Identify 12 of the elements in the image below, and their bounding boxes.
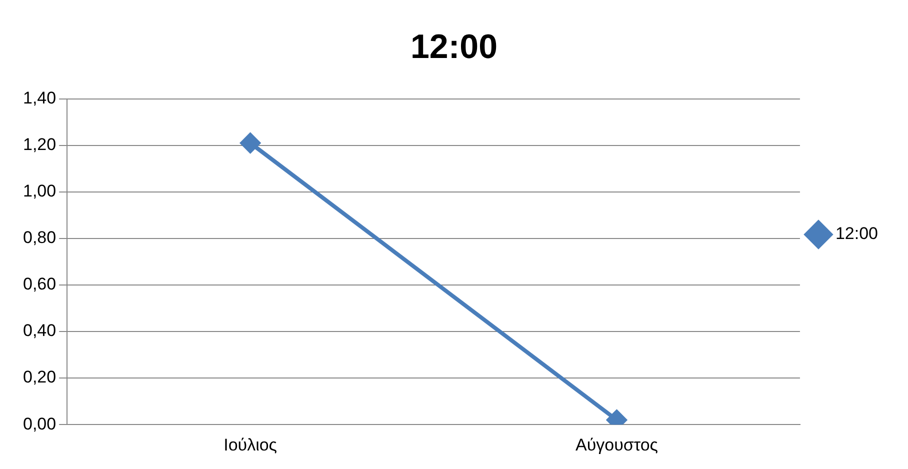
x-tick-label: Ιούλιος bbox=[224, 435, 278, 454]
y-tick-label: 0,00 bbox=[22, 414, 56, 434]
y-tick-label: 0,80 bbox=[22, 228, 56, 248]
legend-label: 12:00 bbox=[835, 224, 878, 244]
chart-title: 12:00 bbox=[410, 28, 498, 66]
y-tick-label: 1,40 bbox=[22, 88, 56, 108]
y-tick-label: 1,00 bbox=[22, 182, 56, 201]
y-tick-label: 0,60 bbox=[22, 274, 56, 294]
y-tick-label: 1,20 bbox=[22, 135, 56, 154]
x-tick-label: Αύγουστος bbox=[575, 435, 658, 454]
y-tick-label: 0,20 bbox=[22, 368, 56, 387]
y-tick-label: 0,40 bbox=[22, 321, 56, 340]
